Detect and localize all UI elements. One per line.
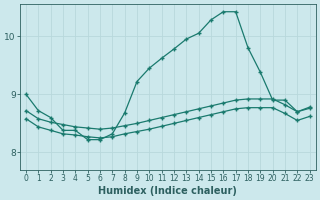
X-axis label: Humidex (Indice chaleur): Humidex (Indice chaleur)	[98, 186, 237, 196]
